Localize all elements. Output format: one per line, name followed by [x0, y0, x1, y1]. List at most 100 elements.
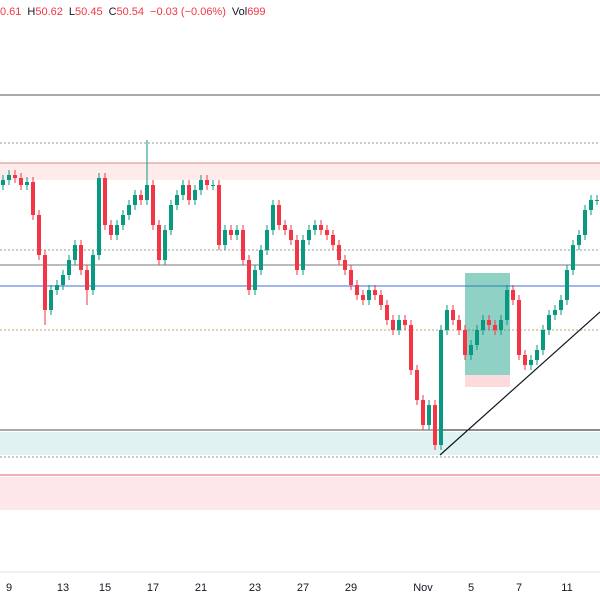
candle-body — [199, 180, 203, 190]
x-tick-label: 13 — [57, 582, 69, 594]
x-tick-label: 29 — [345, 582, 357, 594]
zone — [0, 432, 600, 455]
candle-body — [595, 200, 599, 201]
candle-body — [265, 230, 269, 250]
zone — [0, 163, 600, 180]
candle-body — [127, 205, 131, 215]
candle-body — [541, 330, 545, 350]
candle-body — [559, 300, 563, 310]
candle-body — [229, 230, 233, 235]
candle-body — [283, 225, 287, 230]
candle-body — [1, 180, 5, 185]
candle-body — [391, 320, 395, 330]
candle-body — [211, 185, 215, 186]
candle-body — [397, 320, 401, 330]
candle-body — [73, 245, 77, 260]
candle-body — [565, 270, 569, 300]
candle-body — [409, 325, 413, 370]
candle-body — [325, 230, 329, 235]
candle-body — [511, 290, 515, 300]
candle-body — [271, 205, 275, 230]
x-tick-label: 5 — [468, 582, 474, 594]
header-label: L — [69, 6, 75, 18]
candle-body — [517, 300, 521, 355]
candle-body — [121, 215, 125, 225]
candle-body — [505, 290, 509, 320]
candle-body — [259, 250, 263, 270]
candle-body — [445, 310, 449, 330]
header-value: 699 — [247, 6, 265, 18]
candle-body — [469, 345, 473, 355]
candle-body — [55, 285, 59, 290]
candle-body — [403, 320, 407, 325]
candle-body — [187, 185, 191, 200]
header-label: H — [27, 6, 35, 18]
candle-body — [331, 235, 335, 245]
candle-body — [385, 305, 389, 320]
ohlc-header: 0.61 H50.62 L50.45 C50.54 −0.03 (−0.06%) Vol6… — [0, 6, 266, 18]
header-value: 50.54 — [117, 6, 145, 18]
candle-body — [493, 325, 497, 330]
x-tick-label: 7 — [516, 582, 522, 594]
candle-body — [343, 260, 347, 270]
candle-body — [85, 270, 89, 290]
candle-body — [421, 400, 425, 425]
candle-body — [133, 195, 137, 205]
candle-body — [481, 320, 485, 330]
candle-body — [301, 240, 305, 270]
candle-body — [241, 230, 245, 260]
candle-body — [523, 355, 527, 365]
candle-body — [235, 230, 239, 235]
candle-body — [295, 240, 299, 270]
candle-body — [193, 190, 197, 200]
x-tick-label: Nov — [413, 582, 433, 594]
candle-body — [277, 205, 281, 225]
header-label: C — [109, 6, 117, 18]
position-stop — [465, 375, 510, 387]
candle-body — [61, 275, 65, 285]
candle-body — [7, 175, 11, 180]
header-value: 50.45 — [75, 6, 103, 18]
candle-body — [463, 330, 467, 355]
candle-body — [361, 295, 365, 300]
candle-body — [97, 178, 101, 255]
candle-body — [415, 370, 419, 400]
candle-body — [355, 285, 359, 295]
candle-body — [115, 225, 119, 235]
header-value: −0.03 (−0.06%) — [150, 6, 226, 18]
x-tick-label: 15 — [99, 582, 111, 594]
x-tick-label: 23 — [249, 582, 261, 594]
x-tick-label: 17 — [147, 582, 159, 594]
candle-body — [109, 225, 113, 235]
candle-body — [139, 195, 143, 200]
candle-body — [535, 350, 539, 360]
candle-body — [247, 260, 251, 290]
header-value: 50.62 — [35, 6, 63, 18]
candle-body — [103, 178, 107, 225]
candle-body — [583, 210, 587, 235]
header-label: Vol — [232, 6, 247, 18]
candle-body — [25, 182, 29, 185]
candle-body — [157, 225, 161, 260]
zones — [0, 163, 600, 510]
candle-body — [91, 255, 95, 290]
candle-body — [49, 290, 53, 310]
candle-body — [79, 245, 83, 270]
candle-body — [547, 315, 551, 330]
x-tick-label: 9 — [6, 582, 12, 594]
candle-body — [367, 290, 371, 300]
candle-body — [19, 178, 23, 185]
candle-body — [571, 245, 575, 270]
candle-body — [145, 185, 149, 200]
candle-body — [217, 185, 221, 245]
candle-body — [181, 185, 185, 195]
candle-body — [169, 205, 173, 230]
candle-body — [307, 230, 311, 240]
candle-body — [175, 195, 179, 205]
candle-body — [475, 330, 479, 345]
candle-body — [205, 180, 209, 185]
candle-body — [337, 245, 341, 260]
candle-body — [223, 230, 227, 245]
candle-body — [349, 270, 353, 285]
